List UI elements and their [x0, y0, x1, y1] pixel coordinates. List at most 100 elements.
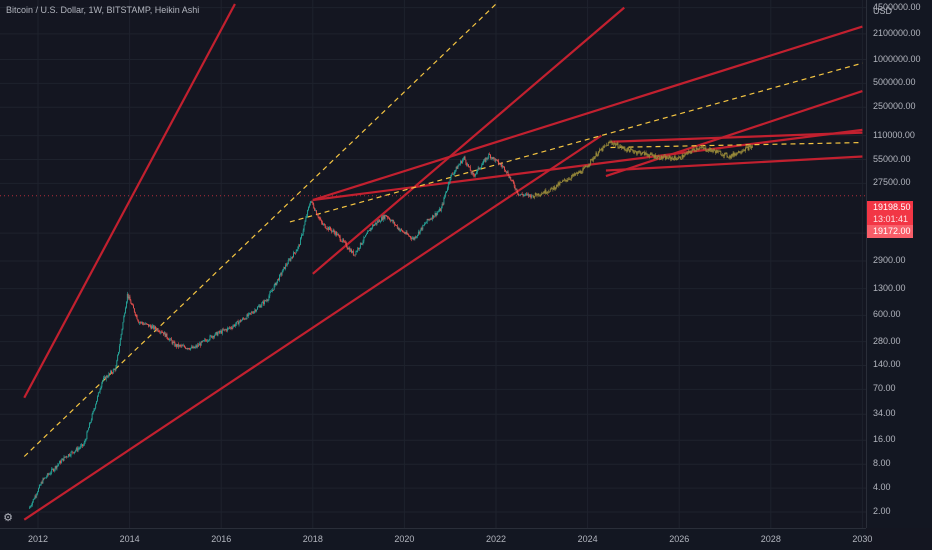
candle-body: [513, 183, 515, 187]
candle-body: [533, 195, 534, 198]
candle-body: [376, 221, 378, 224]
candle-body: [312, 201, 314, 205]
candle-body: [284, 267, 286, 269]
candle-body: [339, 236, 341, 241]
candle-body: [47, 473, 49, 475]
candle-body: [607, 142, 609, 146]
time-tick-label: 2026: [669, 534, 690, 544]
candle-body: [242, 318, 243, 321]
candle-body: [576, 172, 578, 174]
candle-body: [503, 166, 505, 168]
candle-body: [499, 163, 501, 165]
candle-body: [699, 147, 701, 149]
candle-body: [604, 145, 606, 147]
candle-body: [450, 174, 452, 180]
candle-body: [564, 179, 566, 181]
candle-body: [744, 147, 746, 151]
candle-body: [555, 187, 556, 190]
candle-body: [734, 154, 736, 156]
candle-body: [494, 158, 496, 162]
candle-body: [385, 215, 387, 217]
candle-body: [444, 196, 446, 198]
candle-body: [128, 296, 130, 298]
candle-body: [712, 150, 714, 152]
candle-body: [360, 242, 362, 245]
candle-body: [44, 477, 46, 479]
candle-body: [298, 244, 300, 247]
candle-body: [163, 332, 165, 335]
candle-body: [36, 494, 38, 497]
candle-body: [95, 404, 97, 409]
candle-body: [213, 336, 214, 338]
candle-body: [201, 341, 203, 343]
candle-body: [544, 189, 546, 194]
candle-body: [526, 194, 528, 195]
candle-body: [208, 339, 210, 341]
price-tick-label: 4.00: [873, 482, 891, 493]
candle-body: [270, 291, 272, 293]
candle-body: [345, 242, 347, 247]
candle-body: [256, 309, 258, 312]
chart-svg[interactable]: [0, 0, 866, 528]
candle-body: [133, 305, 134, 309]
candle-body: [497, 160, 499, 164]
candle-body: [364, 237, 366, 238]
candle-body: [155, 326, 156, 329]
candle-body: [222, 329, 224, 331]
candle-body: [132, 304, 134, 306]
candle-body: [410, 236, 411, 238]
candle-body: [420, 227, 422, 230]
candle-body: [707, 151, 709, 152]
candle-body: [108, 373, 110, 377]
candle-body: [640, 151, 642, 155]
candle-body: [31, 505, 32, 507]
candle-body: [359, 242, 361, 248]
candle-body: [391, 220, 393, 221]
candle-body: [711, 150, 713, 152]
price-tick-label: 55000.00: [873, 153, 911, 164]
candle-body: [493, 157, 495, 159]
candle-body: [730, 155, 731, 158]
candle-body: [725, 152, 727, 154]
chart-settings-icon[interactable]: ⚙: [3, 512, 13, 524]
candle-body: [70, 452, 72, 456]
candle-body: [529, 194, 531, 196]
candle-body: [255, 309, 257, 312]
chart-plot-area[interactable]: Bitcoin / U.S. Dollar, 1W, BITSTAMP, Hei…: [0, 0, 866, 528]
candle-body: [384, 215, 386, 219]
time-axis[interactable]: 2012 2014 2016 2018 2020 2022 2024 2026 2028 2030: [0, 528, 872, 550]
candle-body: [181, 345, 183, 347]
candle-body: [66, 456, 68, 458]
candle-body: [286, 264, 287, 266]
candle-body: [509, 177, 511, 178]
candle-body: [745, 146, 747, 148]
candle-body: [65, 456, 67, 458]
candle-body: [231, 327, 233, 329]
candle-body: [598, 151, 600, 155]
candle-body: [466, 163, 468, 166]
candle-body: [655, 154, 657, 159]
trend-line-dashed-9: [289, 62, 863, 223]
candle-body: [549, 189, 551, 192]
candle-body: [352, 250, 354, 256]
candle-body: [433, 216, 435, 218]
candle-body: [461, 161, 462, 164]
price-axis[interactable]: USD 4500000.00 2100000.00 1000000.00 500000…: [866, 0, 932, 528]
candle-body: [508, 175, 510, 178]
candle-body: [485, 157, 487, 162]
candle-body: [323, 224, 325, 225]
candle-body: [415, 236, 417, 238]
candle-body: [397, 227, 399, 229]
candle-body: [700, 147, 702, 149]
candle-body: [276, 281, 278, 286]
candle-body: [457, 165, 459, 169]
candle-body: [612, 143, 614, 145]
candle-body: [55, 466, 57, 469]
candle-body: [577, 172, 578, 174]
candle-body: [337, 234, 338, 236]
candle-body: [615, 144, 617, 146]
candle-body: [389, 219, 391, 222]
trend-line-6: [610, 131, 863, 143]
price-tick-label: 110000.00: [873, 129, 915, 140]
candle-body: [468, 164, 469, 167]
